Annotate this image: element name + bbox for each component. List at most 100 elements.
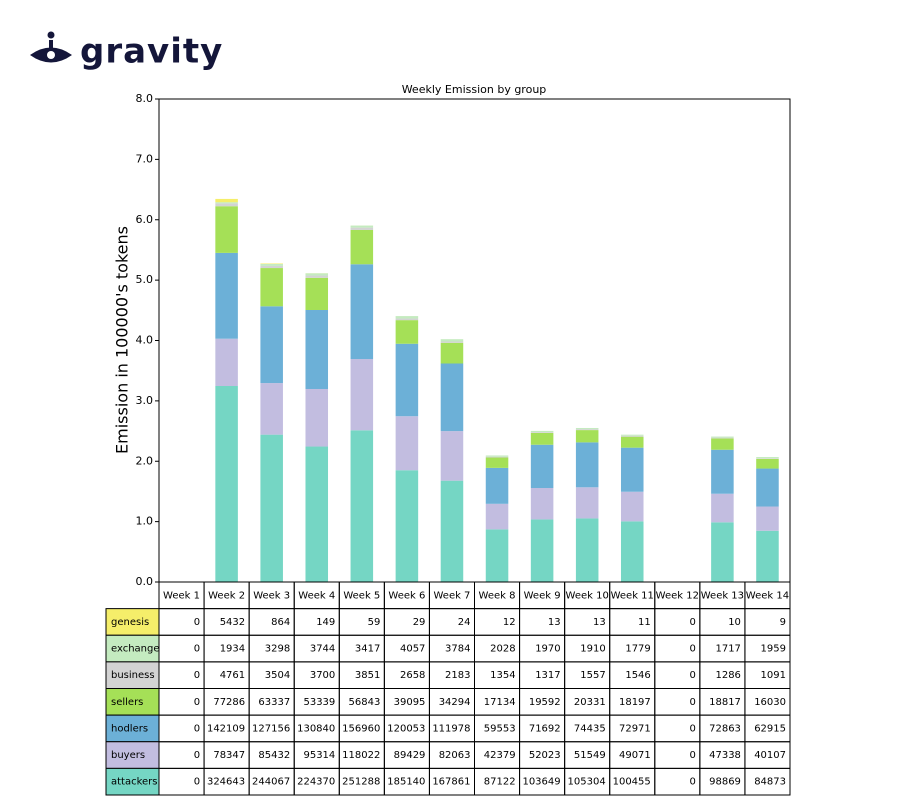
table-value: 244067: [252, 777, 290, 788]
table-header: Week 2: [208, 590, 245, 601]
table-value: 72863: [709, 723, 741, 734]
table-value: 20331: [574, 697, 606, 708]
table-value: 0: [194, 697, 200, 708]
bar-segment: [711, 438, 734, 439]
table-value: 1546: [625, 670, 650, 681]
bar-segment: [441, 339, 464, 341]
table-value: 98869: [709, 777, 741, 788]
bar-segment: [576, 518, 599, 582]
table-header: Week 13: [701, 590, 744, 601]
bar-segment: [396, 416, 419, 470]
y-tick-label: 6.0: [136, 213, 154, 226]
bar-segment: [260, 263, 283, 264]
table-value: 0: [689, 777, 695, 788]
bar-segment: [576, 428, 599, 429]
y-axis-label: Emission in 100000's tokens: [113, 226, 132, 454]
table-value: 142109: [207, 723, 245, 734]
table-value: 0: [194, 617, 200, 628]
y-tick-label: 4.0: [136, 334, 154, 347]
table-value: 63337: [258, 697, 290, 708]
table-value: 34294: [439, 697, 471, 708]
table-value: 74435: [574, 723, 606, 734]
bar-segment: [621, 521, 644, 582]
table-value: 47338: [709, 750, 741, 761]
bar-segment: [215, 202, 238, 203]
table-value: 72971: [619, 723, 651, 734]
table-value: 1934: [220, 644, 245, 655]
table-value: 59553: [484, 723, 516, 734]
logo-text: gravity: [80, 32, 223, 72]
table-value: 0: [194, 750, 200, 761]
bar-segment: [351, 230, 374, 264]
table-value: 103649: [522, 777, 560, 788]
table-header: Week 8: [479, 590, 516, 601]
bar-segment: [756, 531, 779, 582]
table-value: 95314: [303, 750, 335, 761]
table-value: 0: [689, 750, 695, 761]
table-value: 3298: [265, 644, 290, 655]
table-value: 3851: [355, 670, 380, 681]
table-value: 4057: [400, 644, 425, 655]
bar-segment: [621, 437, 644, 448]
table-value: 1959: [761, 644, 786, 655]
table-value: 85432: [258, 750, 290, 761]
bar-segment: [260, 306, 283, 383]
table-header: Week 11: [611, 590, 654, 601]
table-value: 84873: [754, 777, 786, 788]
table-value: 149: [316, 617, 335, 628]
table-value: 18197: [619, 697, 651, 708]
table-value: 39095: [394, 697, 426, 708]
legend-label: attackers: [111, 777, 158, 788]
table-value: 82063: [439, 750, 471, 761]
table-header: Week 10: [566, 590, 609, 601]
bar-segment: [711, 437, 734, 438]
bar-segment: [531, 445, 554, 488]
bar-segment: [351, 359, 374, 430]
table-value: 2028: [490, 644, 515, 655]
table-value: 0: [689, 670, 695, 681]
table-value: 77286: [213, 697, 245, 708]
bar-segment: [621, 435, 644, 436]
table-value: 3784: [445, 644, 470, 655]
plot-frame: [159, 99, 790, 582]
table-value: 1557: [580, 670, 605, 681]
bar-segment: [215, 206, 238, 253]
table-value: 224370: [297, 777, 335, 788]
table-value: 0: [194, 777, 200, 788]
table-value: 1910: [580, 644, 605, 655]
bar-segment: [260, 435, 283, 582]
table-value: 167861: [432, 777, 470, 788]
bar-segment: [486, 468, 509, 504]
bar-segment: [396, 320, 419, 344]
bar-segment: [486, 458, 509, 468]
table-value: 16030: [754, 697, 786, 708]
bar-segment: [305, 310, 328, 389]
bar-segment: [576, 429, 599, 430]
bar-segment: [756, 458, 779, 459]
bar-segment: [260, 383, 283, 435]
table-value: 2183: [445, 670, 470, 681]
table-value: 49071: [619, 750, 651, 761]
bar-segment: [396, 319, 419, 321]
bar-segment: [351, 430, 374, 582]
bar-segment: [260, 266, 283, 268]
table-value: 111978: [432, 723, 470, 734]
bar-segment: [260, 264, 283, 266]
bar-segment: [756, 507, 779, 531]
legend-label: exchange: [111, 644, 160, 655]
bar-segment: [441, 364, 464, 432]
y-tick-label: 7.0: [136, 152, 154, 165]
bar-segment: [486, 455, 509, 456]
table-header: Week 14: [746, 590, 789, 601]
bar-segment: [215, 199, 238, 202]
bar-segment: [756, 459, 779, 469]
bar-segment: [711, 494, 734, 523]
bar-segment: [531, 431, 554, 432]
bar-segment: [305, 273, 328, 275]
bar-segment: [441, 341, 464, 342]
table-value: 13: [548, 617, 561, 628]
table-value: 71692: [529, 723, 561, 734]
table-value: 1286: [715, 670, 740, 681]
table-value: 251288: [342, 777, 380, 788]
